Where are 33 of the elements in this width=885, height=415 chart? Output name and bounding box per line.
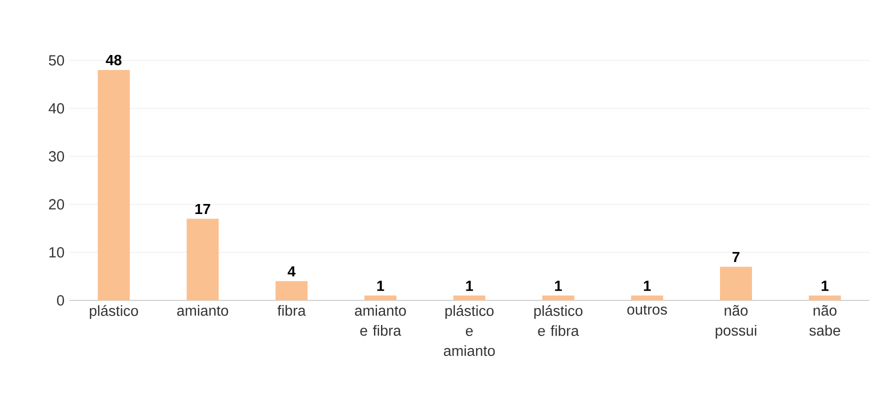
y-tick-label: 50 [48,55,64,66]
data-label: 1 [466,280,473,291]
bar [542,296,574,300]
x-tick-label: amianto [177,305,228,316]
x-tick-label: plástico e fibra [534,305,582,336]
data-label: 1 [822,280,829,291]
y-tick-label: 20 [49,199,64,210]
bar [453,296,486,300]
x-tick-label: não possui [716,305,756,339]
x-tick-label: plástico [90,305,138,319]
bar [186,218,219,300]
y-tick-label: 40 [48,103,64,114]
bar [364,296,396,300]
y-tick-label: 0 [57,295,64,306]
x-tick-label: plástico e amianto [444,305,495,356]
data-label: 1 [644,280,651,291]
bar [720,266,752,300]
data-label: 7 [732,252,740,262]
bar [98,70,130,300]
bar [276,281,308,300]
x-tick-label: amianto e fibra [354,305,406,336]
x-tick-label: outros [627,305,667,315]
data-label: 4 [288,266,296,276]
data-label: 1 [377,280,384,291]
data-label: 1 [555,280,562,291]
bar [808,296,841,300]
y-tick-label: 30 [48,151,64,162]
data-label: 48 [106,54,122,66]
x-tick-label: não sabe [809,305,840,336]
data-label: 17 [195,204,210,214]
bar [631,296,664,300]
x-tick-label: fibra [278,305,306,316]
y-tick-label: 10 [49,247,64,258]
